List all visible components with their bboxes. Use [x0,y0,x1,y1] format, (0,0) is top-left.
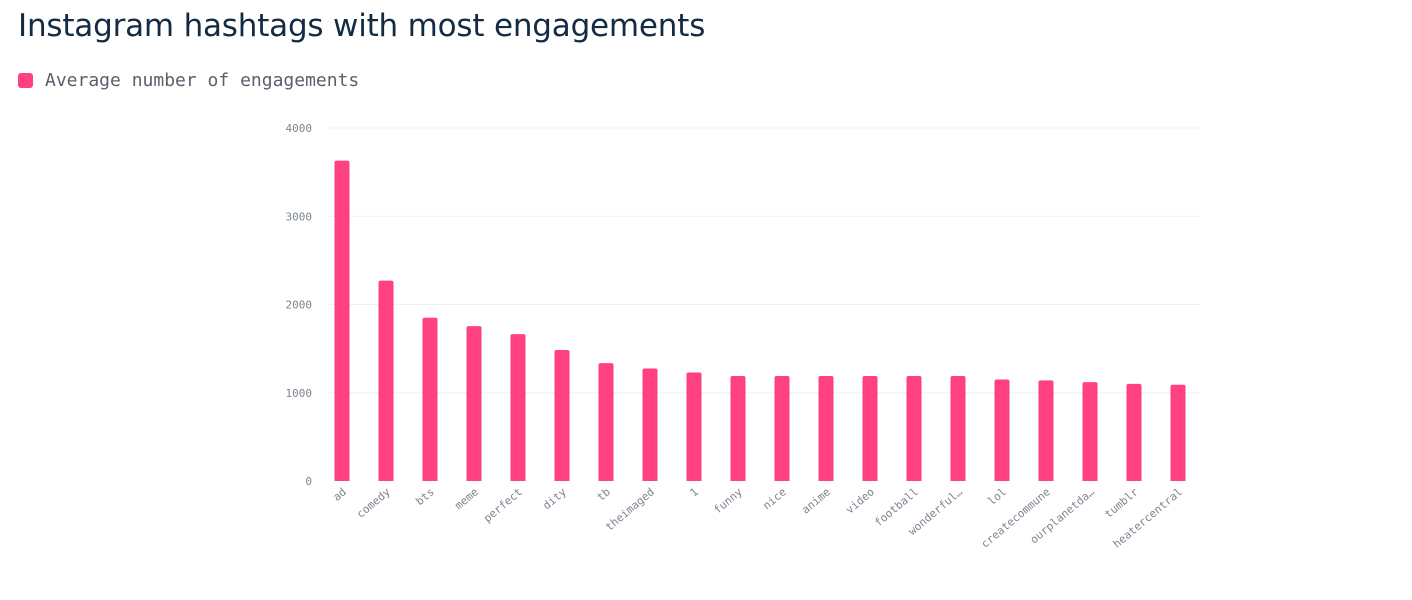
bar-createcommune [1038,380,1054,481]
bar-anime [818,375,834,481]
chart-title: Instagram hashtags with most engagements [18,8,706,44]
x-tick-label: comedy [354,485,393,521]
bar-perfect [510,334,526,481]
bar-funny [730,375,746,481]
bar-wonderful… [950,375,966,481]
x-tick-label: theimaged [603,485,657,533]
bar-tb [598,363,614,481]
y-tick-label: 3000 [286,210,313,223]
bar-ourplanetda… [1082,382,1098,481]
bar-dity [554,349,570,481]
bar-nice [774,375,790,481]
bars [334,160,1186,481]
x-tick-label: video [843,485,877,516]
bar-theimaged [642,368,658,481]
y-axis-ticks: 0 1000 2000 3000 4000 [286,122,313,488]
y-tick-label: 2000 [286,299,313,312]
x-tick-label: nice [760,485,789,512]
x-tick-label: ad [330,485,349,503]
bar-ad [334,160,350,481]
bar-heatercentral [1170,384,1186,481]
x-tick-label: tumblr [1102,485,1141,521]
grid-lines [328,127,1200,394]
x-tick-label: lol [985,485,1009,508]
bar-lol [994,379,1010,481]
bar-video [862,375,878,481]
y-tick-label: 1000 [286,387,313,400]
x-tick-label: dity [540,485,569,512]
bar-football [906,375,922,481]
bar-comedy [378,280,394,481]
x-tick-label: funny [711,485,745,516]
legend-swatch [18,73,33,88]
x-tick-label: perfect [481,485,525,525]
x-tick-label: bts [413,485,437,508]
bar-bts [422,317,438,481]
bar-meme [466,326,482,481]
bar-1 [686,372,702,481]
y-tick-label: 4000 [286,122,313,135]
x-tick-label: tb [594,485,613,503]
x-tick-label: meme [452,485,481,512]
y-tick-label: 0 [305,475,312,488]
x-tick-label: anime [799,485,833,516]
bar-tumblr [1126,383,1142,481]
x-tick-label: 1 [687,485,700,499]
legend-label: Average number of engagements [45,70,360,91]
legend: Average number of engagements [18,70,359,91]
